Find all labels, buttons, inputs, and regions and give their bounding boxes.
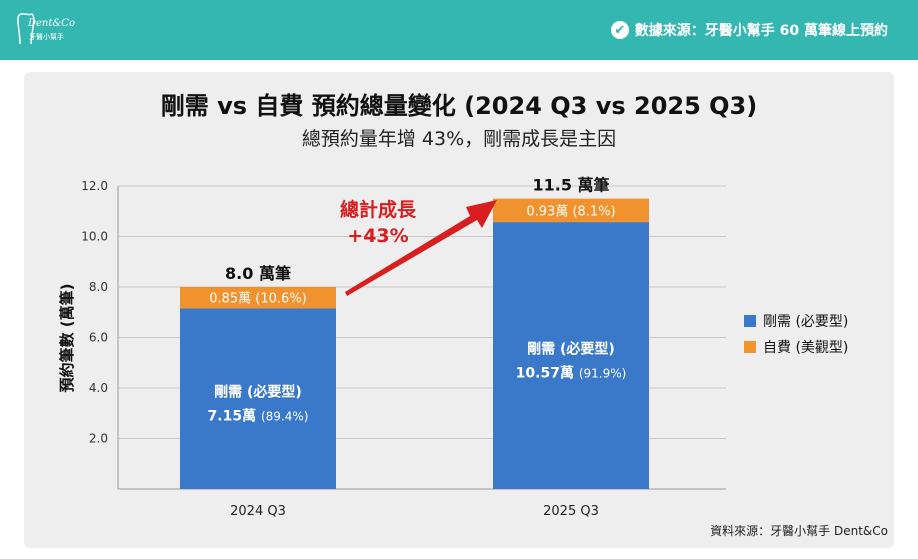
bar-segment-elective [493,198,649,223]
bar-value-label: 7.15萬 (89.4%) [208,408,309,425]
x-tick-label: 2024 Q3 [230,504,286,519]
header-bar: Dent&Co 牙醫小幫手 ✔ 數據來源：牙醫小幫手 60 萬筆線上預約 [0,0,918,60]
bar-segment-elective [180,287,336,309]
total-label: 8.0 萬筆 [225,264,291,283]
bar-segment-rigid [180,308,336,489]
bar-value-label: 10.57萬 (91.9%) [516,365,627,382]
logo: Dent&Co 牙醫小幫手 [16,12,86,48]
data-source-text: 數據來源：牙醫小幫手 60 萬筆線上預約 [634,23,888,39]
logo-text: Dent&Co [28,18,75,29]
growth-arrow [345,200,497,296]
data-source: ✔ 數據來源：牙醫小幫手 60 萬筆線上預約 [610,20,888,40]
y-tick-label: 6.0 [89,331,108,345]
y-tick-label: 10.0 [81,230,108,244]
chart-card [24,72,894,548]
chart-subtitle: 總預約量年增 43%，剛需成長是主因 [301,128,617,150]
bar-label: 剛需 (必要型) [527,341,615,358]
annotation-line1: 總計成長 [340,198,417,221]
x-tick-label: 2025 Q3 [543,504,599,519]
tooth-icon [17,13,35,45]
legend-label: 自費 (美觀型) [763,340,848,356]
y-axis-label: 預約筆數 (萬筆) [58,284,76,393]
total-label: 11.5 萬筆 [532,176,609,195]
legend-label: 剛需 (必要型) [763,314,848,330]
chart-title: 剛需 vs 自費 預約總量變化 (2024 Q3 vs 2025 Q3) [160,92,758,120]
bar-label: 剛需 (必要型) [214,384,302,401]
footer-source: 資料來源：牙醫小幫手 Dent&Co [710,524,888,538]
logo-sub: 牙醫小幫手 [29,33,64,41]
bar-segment-rigid [493,222,649,490]
bar-value-label: 0.85萬 (10.6%) [209,292,307,307]
verified-check-icon: ✔ [610,21,629,39]
bar-value-label: 0.93萬 (8.1%) [526,204,615,219]
y-tick-label: 2.0 [89,432,108,446]
legend-swatch [744,315,756,327]
y-tick-label: 12.0 [81,179,108,193]
y-tick-label: 4.0 [89,381,108,395]
annotation-line2: +43% [347,225,408,247]
y-tick-label: 8.0 [89,280,108,294]
legend-swatch [744,341,756,353]
